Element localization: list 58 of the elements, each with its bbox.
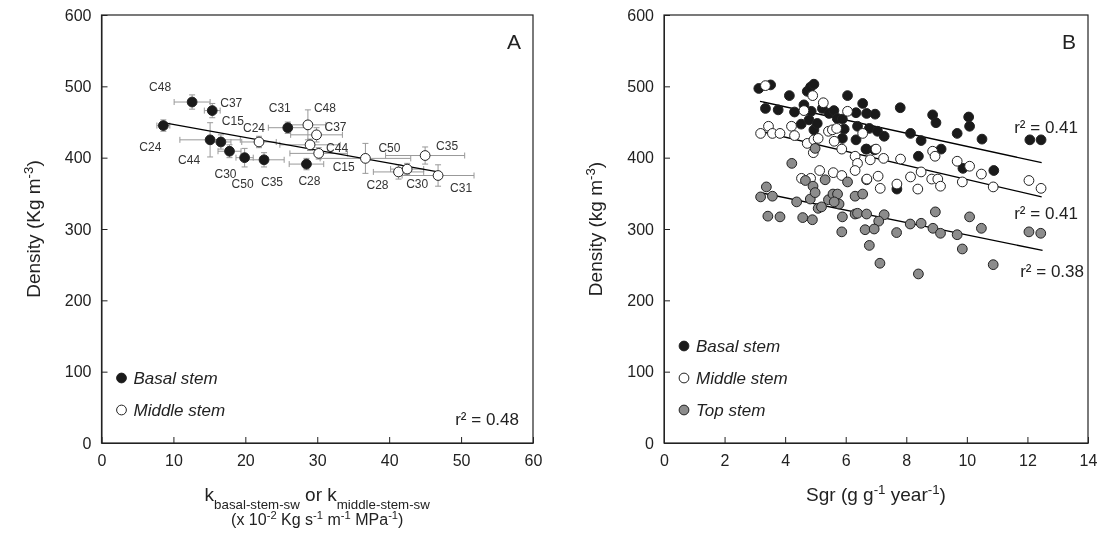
legend-label: Basal stem [133,369,218,388]
data-label: C30 [406,177,429,192]
y-tick-label: 500 [64,77,92,95]
x-tick-label: 10 [165,452,183,470]
legend-label: Top stem [696,401,766,420]
annotation: r² = 0.41 [1014,204,1078,223]
x-tick-label: 4 [781,452,791,470]
y-tick-label: 400 [627,149,655,167]
data-label: C48 [313,100,337,115]
data-label: C37 [220,95,243,110]
y-tick-label: 200 [64,291,92,309]
data-label: C31 [450,180,473,195]
x-tick-label: 20 [236,452,255,470]
data-label: C15 [332,160,356,175]
text: B [1061,30,1076,53]
x-tick-label: 0 [660,452,670,470]
x-tick-label: 10 [958,452,977,470]
text: A [506,30,521,53]
data-label: C28 [298,174,321,189]
data-label: C35 [436,138,459,153]
annotation: r² = 0.41 [1014,118,1078,137]
y-tick-label: 500 [627,77,655,95]
legend-label: Basal stem [696,337,781,356]
data-label: C28 [366,177,389,192]
x-tick-label: 0 [97,452,107,470]
annotation: r² = 0.48 [455,410,519,429]
y-tick-label: 600 [627,6,655,24]
y-tick-label: 100 [627,363,655,381]
x-tick-label: 14 [1079,452,1098,470]
x-tick-label: 12 [1019,452,1037,470]
x-tick-label: 60 [524,452,543,470]
data-label: C24 [139,139,162,154]
annotation: r² = 0.38 [1020,262,1084,281]
y-tick-label: 300 [64,220,92,238]
y-tick-label: 600 [64,6,92,24]
data-label: C48 [149,80,172,95]
text: k$_{basal-stem-sw}$ or k$_{middle-stem-sw}$ (x 10$^{-2}$ Kg s$^{-1}$ m$^{-1}$ MPa$^{-1}$) [204,484,430,528]
y-tick-label: 0 [82,434,92,452]
x-tick-label: 30 [308,452,327,470]
y-tick-label: 100 [64,363,92,381]
x-tick-label: 6 [841,452,851,470]
y-tick-label: 400 [64,149,92,167]
legend-label: Middle stem [696,369,788,388]
y-tick-label: 200 [627,291,655,309]
x-tick-label: 40 [380,452,399,470]
x-tick-label: 8 [902,452,912,470]
data-label: C31 [268,100,292,115]
data-label: C37 [324,119,347,134]
data-label: C44 [326,140,349,155]
x-axis-title: Sgr (g g$^{-1}$ year$^{-1}$) [806,481,946,505]
y-tick-label: 0 [645,434,655,452]
data-label: C44 [178,152,201,167]
x-tick-label: 50 [452,452,471,470]
y-tick-label: 300 [627,220,655,238]
data-label: C50 [378,141,401,156]
data-label: C35 [261,174,284,189]
legend-label: Middle stem [133,401,226,420]
x-tick-label: 2 [720,452,730,470]
